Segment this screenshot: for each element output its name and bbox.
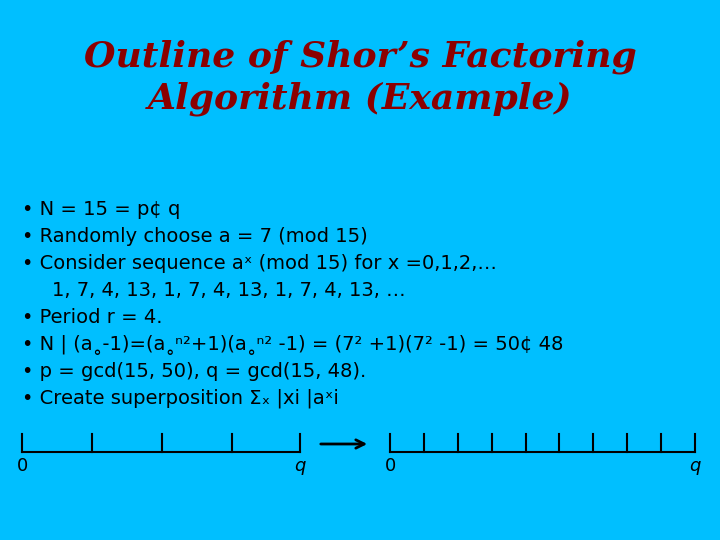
Text: q: q: [689, 457, 701, 475]
Text: • N = 15 = p¢ q: • N = 15 = p¢ q: [22, 200, 181, 219]
Text: Outline of Shor’s Factoring
Algorithm (Example): Outline of Shor’s Factoring Algorithm (E…: [84, 40, 636, 116]
Text: 0: 0: [384, 457, 395, 475]
Text: 1, 7, 4, 13, 1, 7, 4, 13, 1, 7, 4, 13, …: 1, 7, 4, 13, 1, 7, 4, 13, 1, 7, 4, 13, …: [52, 281, 405, 300]
Text: • N | (a˳-1)=(a˳ⁿ²+1)(a˳ⁿ² -1) = (7² +1)(7² -1) = 50¢ 48: • N | (a˳-1)=(a˳ⁿ²+1)(a˳ⁿ² -1) = (7² +1)…: [22, 335, 563, 355]
Text: • Period r = 4.: • Period r = 4.: [22, 308, 163, 327]
Text: • Randomly choose a = 7 (mod 15): • Randomly choose a = 7 (mod 15): [22, 227, 368, 246]
Text: 0: 0: [17, 457, 27, 475]
Text: • Consider sequence aˣ (mod 15) for x =0,1,2,…: • Consider sequence aˣ (mod 15) for x =0…: [22, 254, 497, 273]
Text: • p = gcd(15, 50), q = gcd(15, 48).: • p = gcd(15, 50), q = gcd(15, 48).: [22, 362, 366, 381]
Text: • Create superposition Σₓ |xi |aˣi: • Create superposition Σₓ |xi |aˣi: [22, 389, 339, 408]
Text: q: q: [294, 457, 306, 475]
